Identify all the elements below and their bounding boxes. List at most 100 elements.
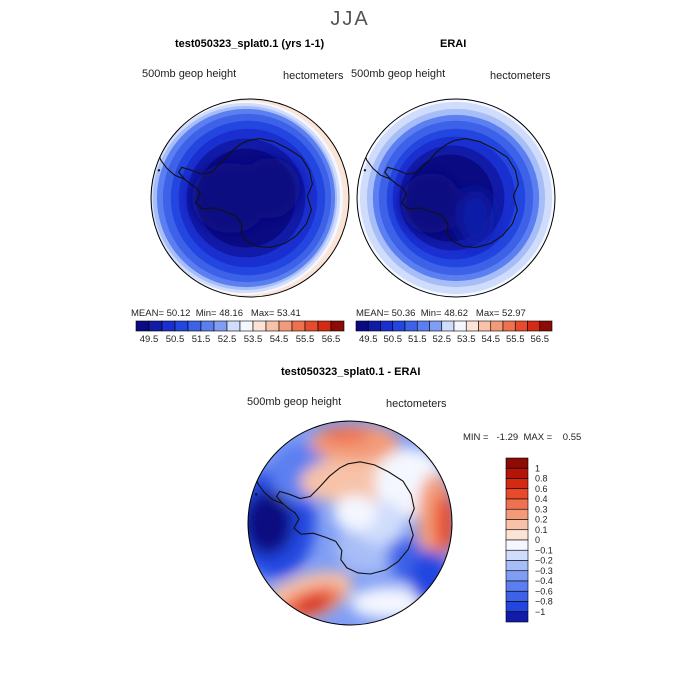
map-boundary [150,98,350,298]
diff-minmax-text: MIN = -1.29 MAX = 0.55 [463,432,582,443]
island-0 [156,147,160,150]
obs-min-label: Min= [420,308,442,319]
colorbar-tick-label: 55.5 [296,334,315,345]
island-2 [157,169,161,172]
anomaly-blob-8 [435,493,452,553]
obs-mean-value: 50.36 [391,308,416,319]
colorbar-box-2 [161,320,176,332]
colorbar-tick-label: 51.5 [192,334,211,345]
colorbar-tick-label: 52.5 [218,334,237,345]
colorbar-box-3 [174,320,189,332]
colorbar-box-7 [226,320,241,332]
colorbar-box-0 [355,320,369,332]
obs-mean-label: MEAN= [356,308,389,319]
island-1 [249,476,253,480]
map-fill-layer [357,99,555,297]
anomaly-blob-1 [240,158,300,218]
model-min-label: Min= [195,308,217,319]
model-mean-value: 50.12 [166,308,191,319]
anomaly-blob-11 [294,595,330,615]
colorbar-tick-label: 0.2 [535,515,548,525]
colorbar-box-1 [148,320,163,332]
anomaly-layer [401,173,494,246]
colorbar-tick-label: −0.4 [535,576,553,586]
colorbar-box-3 [505,488,529,500]
colorbar-box-10 [478,320,492,332]
colorbar-tick-label: 50.5 [384,334,403,345]
colorbar-box-2 [505,478,529,490]
colorbar-box-11 [490,320,504,332]
colorbar-box-6 [429,320,443,332]
colorbar-box-6 [505,519,529,531]
obs-variable-label: 500mb geop height [351,68,446,80]
colorbar-box-0 [505,457,529,469]
model-min-value: 48.16 [219,308,243,319]
colorbar-box-12 [291,320,306,332]
colorbar-tick-label: −0.3 [535,566,553,576]
map-boundary [247,420,453,626]
diff-colorbar: 10.80.60.40.30.20.10−0.1−0.2−0.3−0.4−0.6… [505,457,553,623]
obs-max-label: Max= [475,308,500,319]
island-2 [254,493,258,496]
obs-map [356,98,556,298]
colorbar-box-8 [239,320,254,332]
colorbar-box-9 [252,320,267,332]
colorbar-box-3 [392,320,406,332]
colorbar-box-1 [367,320,381,332]
anomaly-blob-14 [333,495,377,531]
diff-variable-label: 500mb geop height [247,396,342,408]
colorbar-tick-label: 53.5 [244,334,263,345]
colorbar-box-4 [505,498,529,510]
model-panel-title: test050323_splat0.1 (yrs 1-1) [175,38,325,50]
diff-map [247,420,453,626]
colorbar-box-12 [502,320,516,332]
anomaly-blob-0 [458,190,494,246]
anomaly-blob-17 [410,550,450,606]
colorbar-box-11 [505,570,529,582]
map-fill-layer [151,99,349,297]
map-boundary [356,98,556,298]
colorbar-tick-label: 0.8 [535,474,548,484]
anomaly-layer [248,425,452,625]
model-colorbar: 49.5 50.5 51.5 52.5 53.5 54.5 55.5 56.5 [135,320,345,345]
colorbar-tick-label: 55.5 [506,334,525,345]
season-title: JJA [330,8,370,30]
colorbar-box-4 [187,320,202,332]
colorbar-box-5 [416,320,430,332]
colorbar-box-13 [505,590,529,602]
island-1 [358,153,362,156]
anomaly-blob-5 [320,427,370,443]
colorbar-box-11 [278,320,293,332]
colorbar-box-1 [505,467,529,479]
colorbar-box-8 [505,539,529,551]
antarctica-coast [178,138,313,249]
colorbar-box-4 [404,320,418,332]
colorbar-tick-label: 50.5 [166,334,185,345]
colorbar-tick-label: −0.8 [535,597,553,607]
colorbar-box-15 [330,320,345,332]
colorbar-box-14 [527,320,541,332]
island-1 [152,153,156,156]
colorbar-box-9 [505,549,529,561]
colorbar-box-2 [380,320,394,332]
colorbar-box-14 [505,601,529,613]
colorbar-tick-label: 49.5 [140,334,159,345]
colorbar-tick-label: −1 [535,607,545,617]
obs-colorbar: 49.5 50.5 51.5 52.5 53.5 54.5 55.5 56.5 [355,320,553,345]
colorbar-box-10 [265,320,280,332]
colorbar-box-12 [505,580,529,592]
colorbar-box-10 [505,560,529,572]
colorbar-tick-label: 52.5 [433,334,452,345]
model-max-label: Max= [250,308,275,319]
obs-units-label: hectometers [490,70,551,82]
model-map [150,98,350,298]
antarctica-coast [275,461,415,575]
island-0 [362,147,366,150]
colorbar-box-15 [539,320,553,332]
model-max-value: 53.41 [277,308,301,319]
diff-panel-title: test050323_splat0.1 - ERAI [281,366,421,378]
colorbar-tick-label: 0 [535,535,540,545]
colorbar-box-6 [213,320,228,332]
colorbar-box-14 [317,320,332,332]
